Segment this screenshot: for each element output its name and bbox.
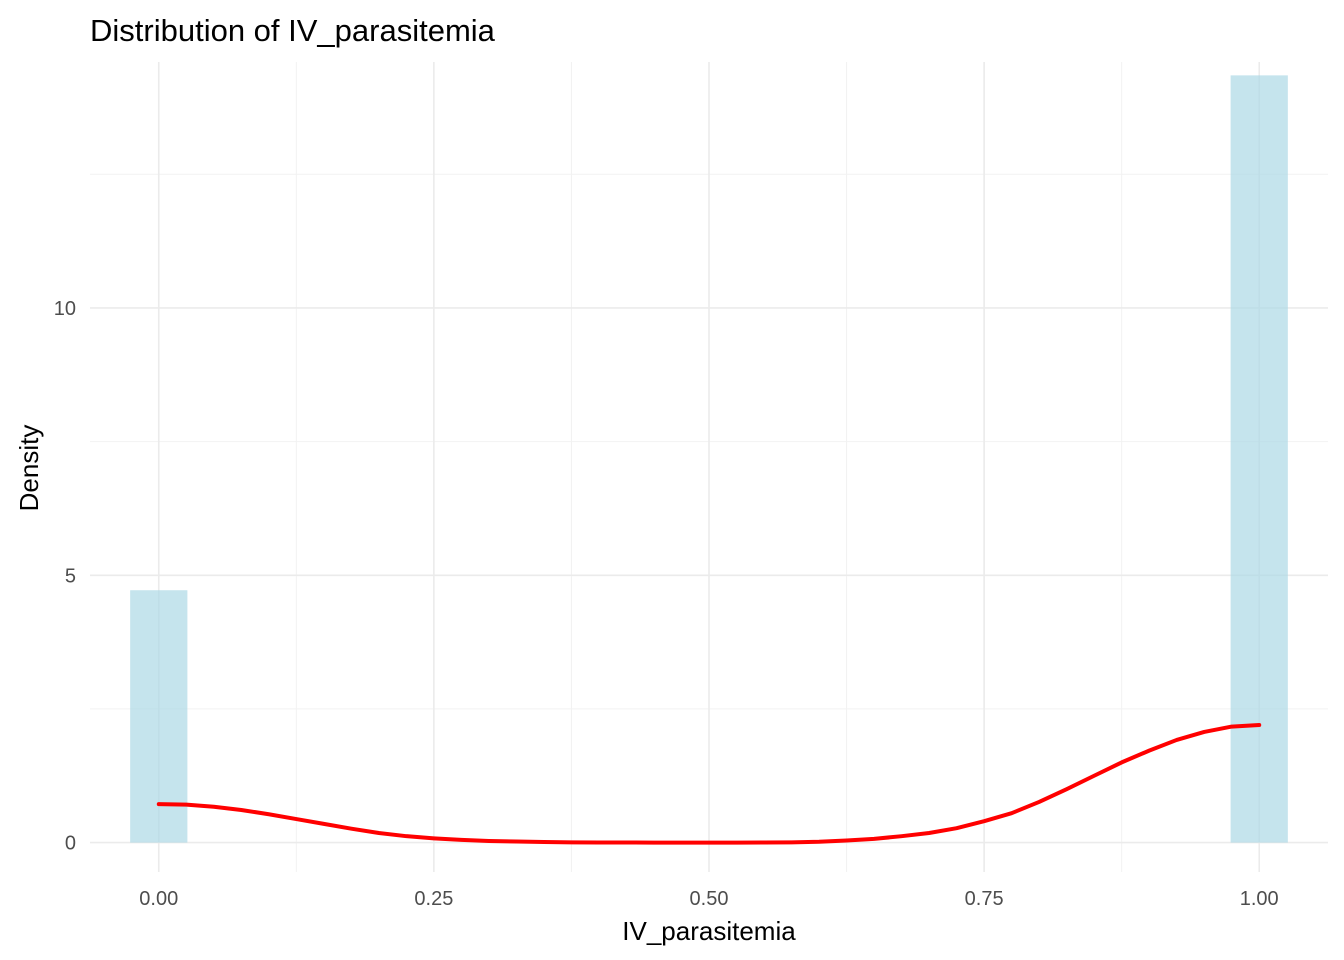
x-tick-label: 1.00 <box>1240 888 1279 910</box>
histogram-bars <box>130 75 1288 843</box>
y-axis-title: Density <box>14 425 44 512</box>
y-tick-label: 5 <box>65 565 76 587</box>
x-axis-ticks: 0.00 0.25 0.50 0.75 1.00 <box>139 888 1278 910</box>
grid <box>90 62 1328 872</box>
x-tick-label: 0.75 <box>965 888 1004 910</box>
y-tick-label: 0 <box>65 833 76 855</box>
y-axis-ticks: 0 5 10 <box>54 298 76 855</box>
histogram-bar <box>130 590 188 843</box>
x-axis-title: IV_parasitemia <box>622 916 796 946</box>
histogram-bar <box>1230 75 1288 843</box>
x-tick-label: 0.25 <box>414 888 453 910</box>
chart-title: Distribution of IV_parasitemia <box>90 13 496 48</box>
density-curve <box>156 722 1262 845</box>
density-curve-layer <box>156 722 1262 845</box>
x-tick-label: 0.50 <box>690 888 729 910</box>
y-tick-label: 10 <box>54 298 76 320</box>
x-tick-label: 0.00 <box>139 888 178 910</box>
